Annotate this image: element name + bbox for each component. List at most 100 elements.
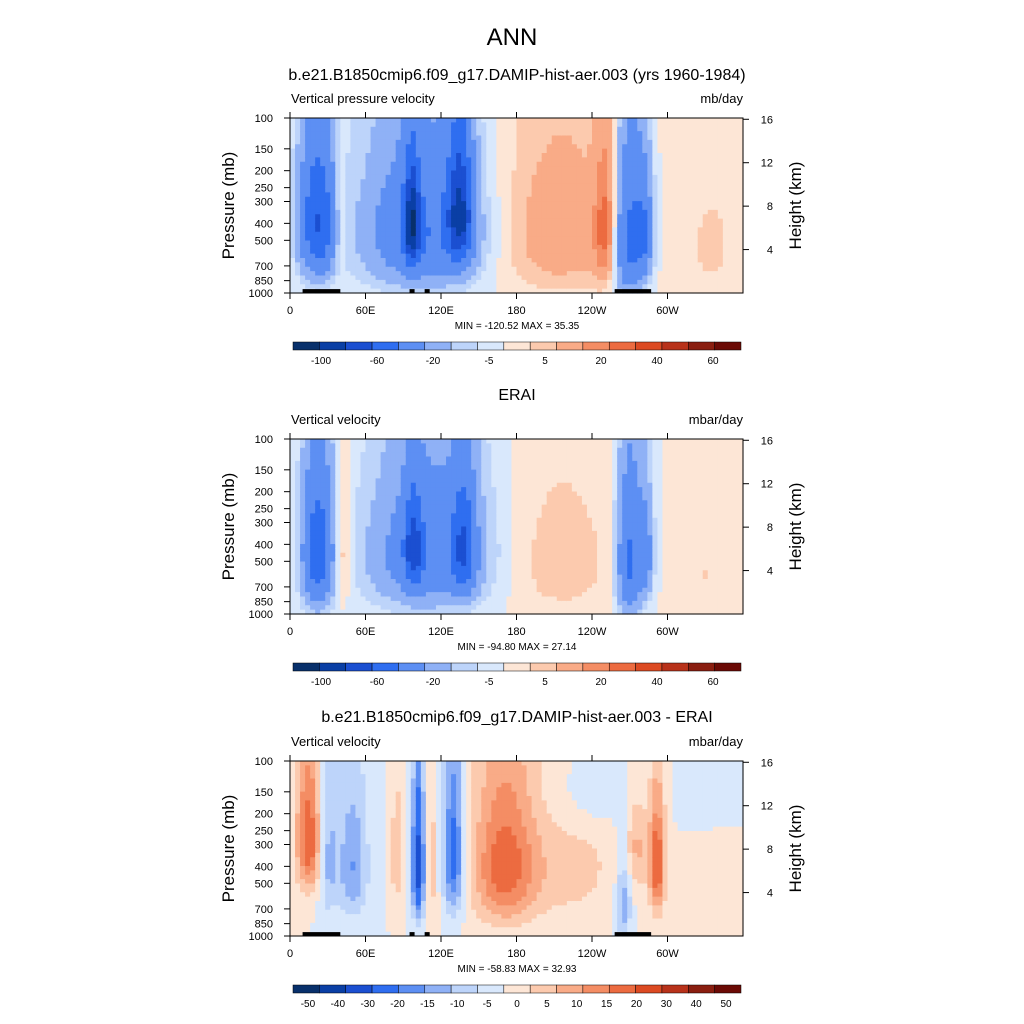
contour-cell <box>692 192 699 198</box>
contour-cell <box>441 443 447 449</box>
contour-cell <box>305 262 311 268</box>
contour-cell <box>697 214 704 220</box>
contour-cell <box>461 166 467 172</box>
contour-cell <box>320 161 326 167</box>
contour-cell <box>446 166 452 172</box>
contour-cell <box>727 253 734 259</box>
contour-cell <box>415 122 422 128</box>
contour-cell <box>330 565 336 571</box>
contour-cell <box>491 139 497 145</box>
contour-cell <box>430 517 437 523</box>
contour-cell <box>607 126 613 132</box>
contour-cell <box>481 153 487 158</box>
contour-cell <box>622 174 628 180</box>
contour-cell <box>315 279 321 285</box>
contour-cell <box>390 574 397 580</box>
contour-cell <box>697 275 704 281</box>
contour-cell <box>672 118 679 123</box>
contour-cell <box>400 253 407 259</box>
contour-cell <box>420 587 427 593</box>
contour-cell <box>727 126 734 132</box>
contour-cell <box>662 157 669 163</box>
contour-cell <box>491 262 497 268</box>
contour-cell <box>597 223 603 228</box>
contour-cell <box>561 139 568 145</box>
contour-cell <box>722 214 729 220</box>
contour-cell <box>556 192 563 198</box>
contour-cell <box>295 460 301 466</box>
contour-cell <box>350 469 357 475</box>
contour-cell <box>295 262 301 268</box>
contour-cell <box>486 166 492 172</box>
contour-cell <box>420 439 427 444</box>
contour-cell <box>375 456 382 462</box>
contour-cell <box>451 266 457 272</box>
contour-cell <box>380 196 387 202</box>
contour-cell <box>491 144 497 150</box>
contour-cell <box>360 153 367 158</box>
contour-cell <box>496 179 502 185</box>
contour-cell <box>637 284 643 290</box>
contour-cell <box>330 535 336 541</box>
contour-cell <box>456 174 462 180</box>
contour-cell <box>435 188 442 193</box>
contour-cell <box>350 548 357 554</box>
contour-cell <box>597 122 603 128</box>
contour-cell <box>627 126 633 132</box>
contour-cell <box>380 161 387 167</box>
contour-cell <box>360 544 367 549</box>
contour-cell <box>390 579 397 584</box>
contour-cell <box>657 139 664 145</box>
contour-cell <box>481 279 487 285</box>
contour-cell <box>350 456 357 462</box>
contour-cell <box>315 465 321 471</box>
contour-cell <box>732 153 739 158</box>
contour-cell <box>405 253 412 259</box>
contour-cell <box>405 126 412 132</box>
contour-cell <box>446 118 452 123</box>
contour-cell <box>290 609 296 615</box>
contour-cell <box>592 126 598 132</box>
contour-cell <box>415 522 422 528</box>
contour-cell <box>400 218 407 224</box>
contour-cell <box>712 157 719 163</box>
contour-cell <box>365 592 372 598</box>
contour-cell <box>506 218 513 224</box>
contour-cell <box>405 205 412 211</box>
contour-cell <box>702 214 709 220</box>
contour-cell <box>405 122 412 128</box>
contour-cell <box>420 482 427 488</box>
contour-cell <box>295 249 301 255</box>
contour-cell <box>300 557 306 563</box>
contour-cell <box>425 157 432 163</box>
contour-cell <box>647 279 653 285</box>
contour-cell <box>727 262 734 268</box>
contour-cell <box>722 170 729 176</box>
contour-cell <box>355 183 362 189</box>
contour-cell <box>466 231 472 237</box>
contour-cell <box>295 579 301 584</box>
contour-cell <box>642 157 648 163</box>
contour-cell <box>380 600 387 606</box>
contour-cell <box>632 196 638 202</box>
contour-cell <box>682 214 689 220</box>
contour-cell <box>692 139 699 145</box>
contour-cell <box>667 148 674 154</box>
contour-cell <box>722 288 729 294</box>
contour-cell <box>305 244 311 250</box>
contour-cell <box>712 166 719 172</box>
contour-cell <box>405 509 412 514</box>
contour-cell <box>737 201 744 207</box>
contour-cell <box>335 236 341 242</box>
contour-cell <box>541 288 548 294</box>
contour-cell <box>435 236 442 242</box>
contour-cell <box>576 139 583 145</box>
contour-cell <box>305 609 311 615</box>
contour-cell <box>521 170 528 176</box>
contour-cell <box>481 249 487 255</box>
contour-cell <box>300 205 306 211</box>
contour-cell <box>702 122 709 128</box>
contour-cell <box>597 192 603 198</box>
contour-cell <box>441 460 447 466</box>
contour-cell <box>456 126 462 132</box>
